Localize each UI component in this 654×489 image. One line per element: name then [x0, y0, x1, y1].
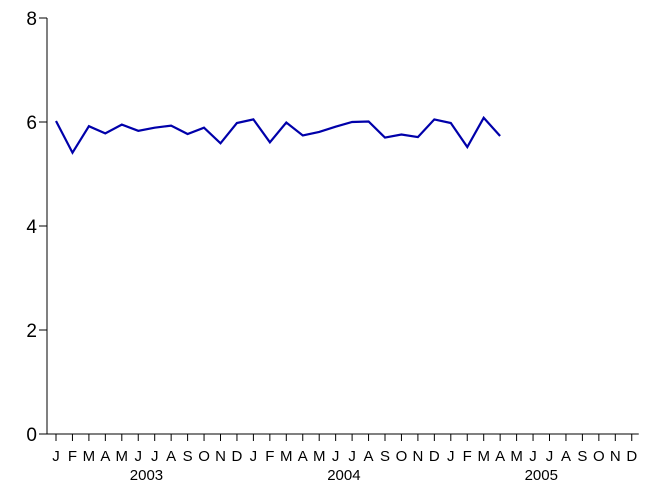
x-tick-label: D — [429, 448, 440, 465]
x-tick-label: A — [298, 448, 308, 465]
x-tick-label: J — [529, 448, 537, 465]
x-tick-label: M — [280, 448, 293, 465]
y-tick-label: 0 — [26, 425, 37, 446]
x-tick-label: J — [151, 448, 159, 465]
x-tick-label: D — [626, 448, 637, 465]
x-tick-label: J — [348, 448, 356, 465]
x-tick-label: O — [198, 448, 210, 465]
x-tick-label: F — [68, 448, 77, 465]
plot-area — [55, 115, 501, 155]
x-tick-label: A — [495, 448, 505, 465]
x-tick-label: J — [332, 448, 340, 465]
x-tick-label: S — [183, 448, 193, 465]
x-tick-label: O — [396, 448, 408, 465]
x-tick-label: J — [250, 448, 258, 465]
x-tick-label: J — [546, 448, 554, 465]
year-label: 2004 — [327, 467, 360, 484]
y-tick-label: 2 — [26, 321, 37, 342]
x-tick-label: A — [364, 448, 374, 465]
x-tick-label: M — [510, 448, 523, 465]
x-tick-label: S — [380, 448, 390, 465]
y-tick-label: 8 — [26, 9, 37, 30]
y-axis: 0 2 4 6 8 — [26, 9, 48, 446]
series-line — [55, 115, 501, 155]
x-tick-label: M — [116, 448, 129, 465]
x-tick-label: J — [52, 448, 60, 465]
x-tick-label: A — [561, 448, 571, 465]
x-tick-label: M — [477, 448, 490, 465]
x-tick-label: M — [313, 448, 326, 465]
x-axis: J F M A M J J A S O N D J F M A M J J A S O N D J F M A M J J A S O N D2003… — [47, 433, 639, 484]
x-tick-label: N — [610, 448, 621, 465]
x-tick-label: S — [577, 448, 587, 465]
y-tick-label: 4 — [26, 217, 37, 238]
x-tick-label: A — [166, 448, 176, 465]
x-tick-label: M — [83, 448, 96, 465]
x-tick-label: J — [447, 448, 455, 465]
x-tick-label: F — [265, 448, 274, 465]
x-tick-label: O — [593, 448, 605, 465]
x-tick-label: N — [215, 448, 226, 465]
x-tick-label: F — [463, 448, 472, 465]
y-tick-label: 6 — [26, 113, 37, 134]
year-label: 2005 — [525, 467, 558, 484]
x-tick-label: A — [100, 448, 110, 465]
x-tick-label: J — [135, 448, 143, 465]
year-label: 2003 — [130, 467, 163, 484]
x-tick-label: N — [412, 448, 423, 465]
x-tick-label: D — [232, 448, 243, 465]
